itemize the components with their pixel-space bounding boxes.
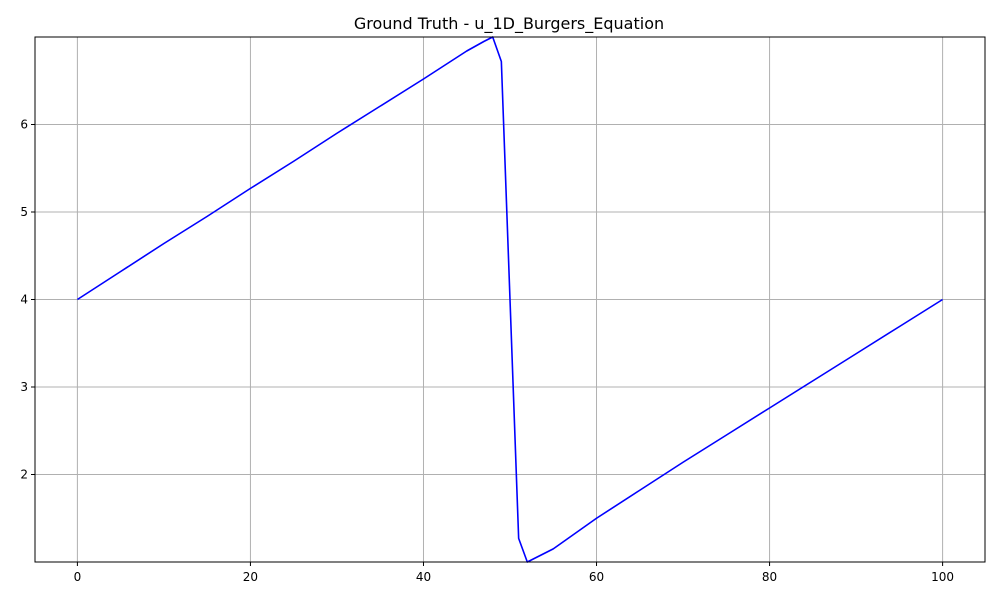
- y-tick-label: 6: [20, 118, 28, 132]
- x-tick-label: 100: [931, 570, 954, 584]
- x-tick-label: 0: [74, 570, 82, 584]
- y-tick-label: 2: [20, 468, 28, 482]
- x-tick-label: 80: [762, 570, 777, 584]
- y-axis: 2 3 4 5 6: [20, 118, 35, 482]
- series-line: [76, 36, 944, 563]
- x-tick-label: 20: [243, 570, 258, 584]
- x-axis: 0 20 40 60 80 100: [74, 562, 954, 584]
- chart-title: Ground Truth - u_1D_Burgers_Equation: [354, 14, 664, 34]
- x-tick-label: 60: [589, 570, 604, 584]
- x-tick-label: 40: [416, 570, 431, 584]
- y-tick-label: 5: [20, 205, 28, 219]
- series-layer: [76, 36, 944, 563]
- y-tick-label: 4: [20, 293, 28, 307]
- y-tick-label: 3: [20, 380, 28, 394]
